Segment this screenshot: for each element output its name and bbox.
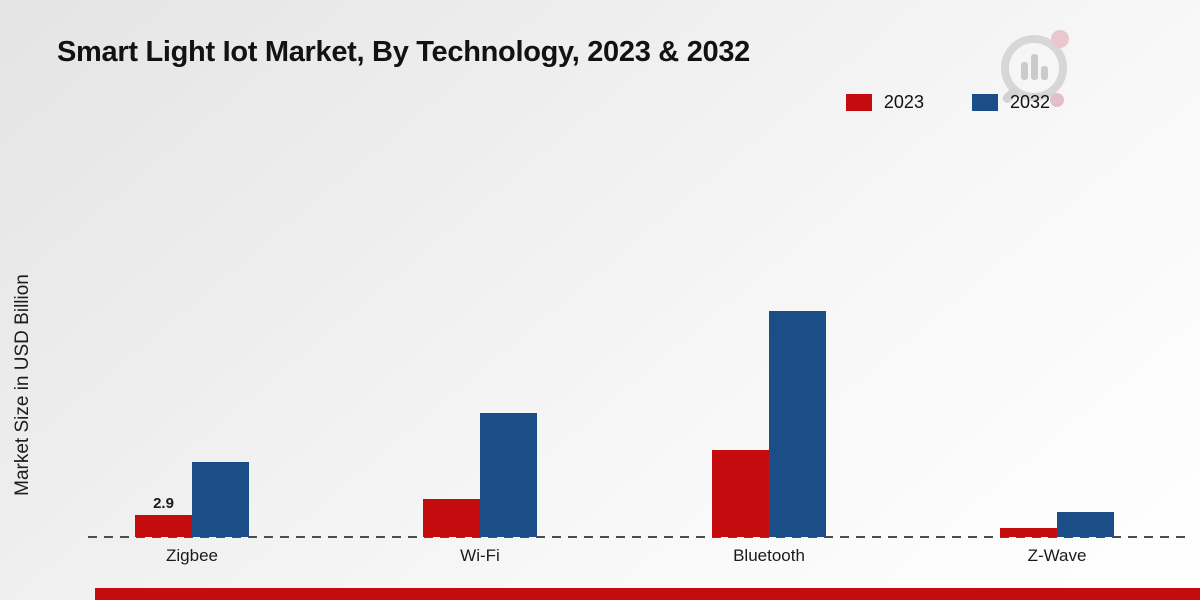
legend-item-2032: 2032 xyxy=(971,92,1050,113)
category-label-z-wave: Z-Wave xyxy=(1027,546,1087,565)
chart-title: Smart Light Iot Market, By Technology, 2… xyxy=(57,36,751,68)
x-axis-baseline xyxy=(88,536,1192,538)
bar-2023-bluetooth xyxy=(712,450,769,537)
bar-2032-zigbee xyxy=(192,462,249,537)
bar-2023-wi-fi xyxy=(423,499,480,537)
bar-group-bluetooth xyxy=(712,311,826,537)
legend-item-2023: 2023 xyxy=(845,92,924,113)
bar-2023-z-wave xyxy=(1000,528,1057,537)
legend-label-2023: 2023 xyxy=(883,92,924,112)
bar-group-wi-fi xyxy=(423,413,537,537)
category-label-zigbee: Zigbee xyxy=(166,546,218,565)
legend-swatch-2023 xyxy=(845,94,872,111)
legend-label-2032: 2032 xyxy=(1009,92,1050,112)
legend-swatch-2032 xyxy=(971,94,998,111)
bar-2032-z-wave xyxy=(1057,512,1114,537)
brand-logo-watermark xyxy=(1001,30,1069,107)
category-label-bluetooth: Bluetooth xyxy=(733,546,805,565)
legend: 2023 2032 xyxy=(845,92,1050,113)
footer-accent-strip xyxy=(95,588,1200,600)
bar-group-z-wave xyxy=(1000,512,1114,537)
bar-group-zigbee xyxy=(135,462,249,537)
bar-2032-wi-fi xyxy=(480,413,537,537)
category-label-wi-fi: Wi-Fi xyxy=(460,546,500,565)
bar-2032-bluetooth xyxy=(769,311,826,537)
bar-2023-zigbee xyxy=(135,515,192,537)
bar-value-annotation: 2.9 xyxy=(153,495,174,512)
